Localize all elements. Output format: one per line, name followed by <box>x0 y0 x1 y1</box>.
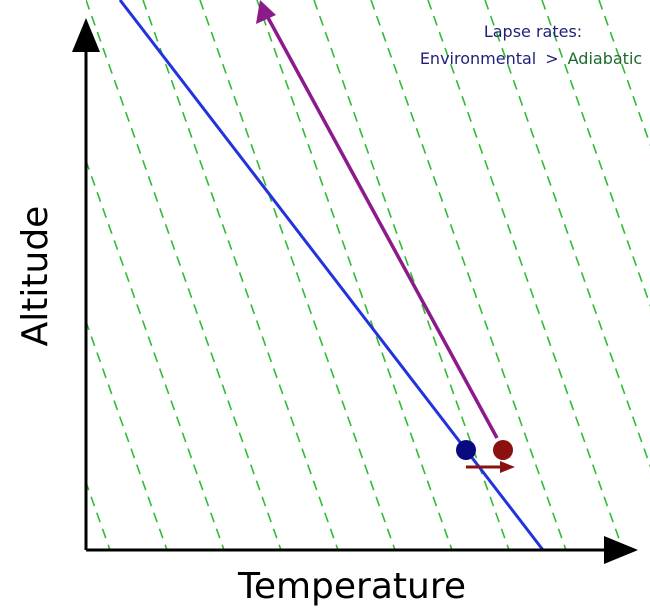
y-axis-title: Altitude <box>15 206 56 347</box>
adiabat-guide-line <box>484 0 650 468</box>
adiabat-guide-line <box>370 0 567 550</box>
temperature-difference-arrowhead <box>500 461 515 473</box>
legend-environmental: Environmental <box>420 49 536 68</box>
parcel-point <box>493 440 513 460</box>
parcel-ascent-arrowhead <box>256 0 276 24</box>
y-axis-arrowhead <box>72 18 100 52</box>
adiabat-guide-line <box>541 0 650 308</box>
legend-comparator: > <box>545 49 558 68</box>
adiabat-guide-line <box>86 0 282 550</box>
adiabat-guide-line <box>313 0 510 550</box>
parcel-ascent-path <box>264 13 499 439</box>
legend-title: Lapse rates: <box>484 22 582 41</box>
adiabat-guide-line <box>86 158 225 550</box>
legend-comparison: Environmental > Adiabatic <box>420 49 642 68</box>
environment-point <box>456 440 476 460</box>
adiabat-guide-line <box>199 0 396 550</box>
x-axis-arrowhead <box>604 536 638 564</box>
adiabat-guide-line <box>256 0 453 550</box>
adiabat-guide-line <box>598 0 650 147</box>
x-axis-title: Temperature <box>237 566 466 607</box>
legend-adiabatic: Adiabatic <box>568 49 643 68</box>
environmental-lapse-line <box>118 0 545 551</box>
adiabat-guide-line <box>142 0 339 550</box>
adiabat-guide-line <box>427 0 624 550</box>
adiabatic-guide-lines <box>86 0 650 550</box>
